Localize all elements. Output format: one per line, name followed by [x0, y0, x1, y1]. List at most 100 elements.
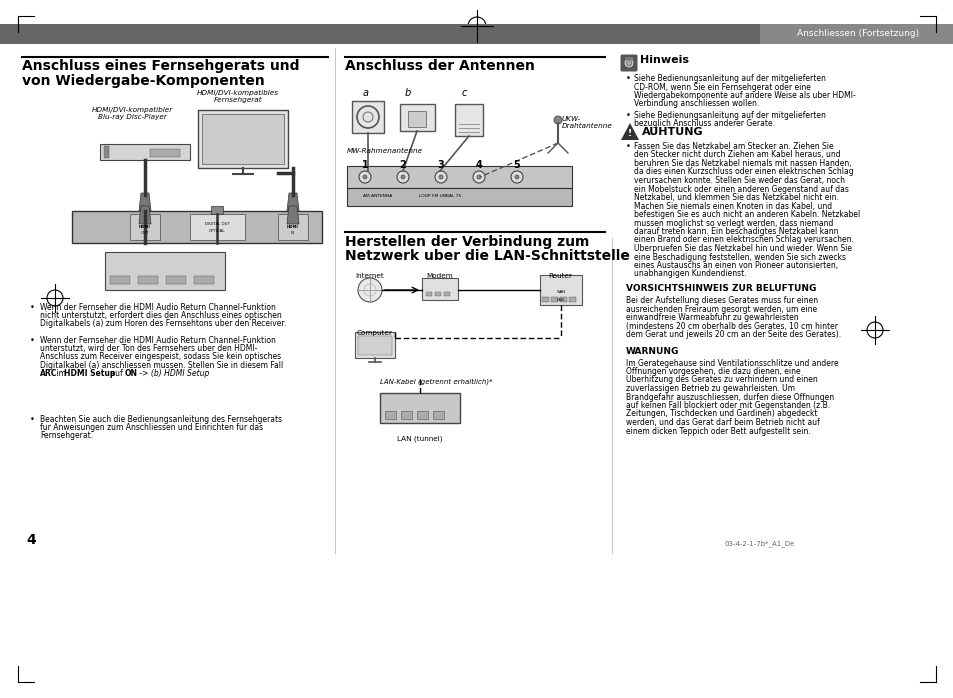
Text: 2: 2 — [399, 160, 406, 170]
Text: auf keinen Fall blockiert oder mit Gegenstanden (z.B.: auf keinen Fall blockiert oder mit Gegen… — [625, 401, 829, 410]
Text: DIGITAL OUT: DIGITAL OUT — [204, 222, 230, 226]
Text: Anschluss der Antennen: Anschluss der Antennen — [345, 59, 535, 73]
Text: werden, und das Gerat darf beim Betrieb nicht auf: werden, und das Gerat darf beim Betrieb … — [625, 418, 819, 427]
Text: MW-Rahmenantenne: MW-Rahmenantenne — [347, 148, 423, 154]
Text: auf: auf — [108, 369, 125, 378]
Polygon shape — [287, 206, 298, 224]
Text: •: • — [30, 336, 35, 345]
Polygon shape — [139, 206, 151, 224]
Circle shape — [400, 175, 405, 179]
Text: ON: ON — [125, 369, 138, 378]
Text: im: im — [54, 369, 69, 378]
Text: eine Beschadigung feststellen, wenden Sie sich zwecks: eine Beschadigung feststellen, wenden Si… — [634, 253, 845, 262]
Text: VORSICHTSHINWEIS ZUR BELUFTUNG: VORSICHTSHINWEIS ZUR BELUFTUNG — [625, 284, 816, 293]
Bar — [624, 57, 633, 60]
Text: Anschliessen (Fortsetzung): Anschliessen (Fortsetzung) — [796, 29, 918, 38]
Bar — [760, 24, 953, 44]
Bar — [559, 297, 566, 302]
Circle shape — [554, 116, 561, 124]
Text: IN: IN — [291, 231, 294, 235]
Circle shape — [624, 59, 633, 67]
Bar — [568, 297, 576, 302]
Text: Siehe Bedienungsanleitung auf der mitgelieferten: Siehe Bedienungsanleitung auf der mitgel… — [634, 111, 825, 120]
Text: HDMI: HDMI — [287, 225, 298, 229]
Text: Brandgefahr auszuschliessen, durfen diese Offnungen: Brandgefahr auszuschliessen, durfen dies… — [625, 392, 833, 401]
Bar — [455, 104, 482, 136]
Text: •: • — [625, 142, 630, 151]
Bar — [193, 276, 213, 284]
Text: Netzkabel, und klemmen Sie das Netzkabel nicht ein.: Netzkabel, und klemmen Sie das Netzkabel… — [634, 193, 838, 202]
Bar — [385, 411, 395, 419]
Text: Siehe Bedienungsanleitung auf der mitgelieferten: Siehe Bedienungsanleitung auf der mitgel… — [634, 74, 825, 83]
Text: Anschluss zum Receiver eingespeist, sodass Sie kein optisches: Anschluss zum Receiver eingespeist, soda… — [40, 352, 281, 362]
Bar — [110, 276, 130, 284]
Text: Wenn der Fernseher die HDMI Audio Return Channel-Funktion: Wenn der Fernseher die HDMI Audio Return… — [40, 336, 275, 345]
Text: Herstellen der Verbindung zum: Herstellen der Verbindung zum — [345, 235, 589, 249]
Text: Netzwerk uber die LAN-Schnittstelle: Netzwerk uber die LAN-Schnittstelle — [345, 249, 629, 263]
Text: Im Gerategehause sind Ventilationsschlitze und andere: Im Gerategehause sind Ventilationsschlit… — [625, 359, 838, 368]
Circle shape — [363, 175, 367, 179]
Bar — [100, 144, 190, 160]
Text: WAN: WAN — [556, 290, 565, 294]
Text: von Wiedergabe-Komponenten: von Wiedergabe-Komponenten — [22, 74, 265, 88]
Text: ein Mobelstuck oder einen anderen Gegenstand auf das: ein Mobelstuck oder einen anderen Gegens… — [634, 184, 848, 193]
Text: Fernsehgerat: Fernsehgerat — [213, 97, 262, 103]
Text: UKW-: UKW- — [561, 116, 580, 122]
Text: 03-4-2-1-7b*_A1_De: 03-4-2-1-7b*_A1_De — [724, 540, 794, 547]
Bar — [277, 214, 308, 240]
Text: 1: 1 — [361, 160, 368, 170]
Text: HDMI Setup: HDMI Setup — [64, 369, 115, 378]
Bar — [421, 278, 457, 300]
Bar — [399, 104, 435, 131]
Text: •: • — [625, 74, 630, 83]
Text: OUT: OUT — [141, 231, 149, 235]
Circle shape — [358, 171, 371, 183]
Text: 4: 4 — [476, 160, 482, 170]
Bar — [347, 166, 572, 188]
FancyBboxPatch shape — [619, 54, 637, 71]
Polygon shape — [287, 193, 298, 211]
Text: HDMI/DVI-kompatibles: HDMI/DVI-kompatibles — [196, 90, 278, 96]
Text: Internet: Internet — [355, 273, 384, 279]
Text: Anschluss eines Fernsehgerats und: Anschluss eines Fernsehgerats und — [22, 59, 299, 73]
Text: (mindestens 20 cm oberhalb des Gerates, 10 cm hinter: (mindestens 20 cm oberhalb des Gerates, … — [625, 322, 837, 330]
Text: a: a — [363, 88, 369, 98]
Circle shape — [473, 171, 484, 183]
Bar — [105, 252, 225, 290]
Bar — [443, 292, 450, 296]
Text: c: c — [461, 88, 467, 98]
Text: CD-ROM, wenn Sie ein Fernsehgerat oder eine: CD-ROM, wenn Sie ein Fernsehgerat oder e… — [634, 82, 810, 91]
Text: Wiedergabekomponente auf andere Weise als uber HDMI-: Wiedergabekomponente auf andere Weise al… — [634, 91, 855, 100]
Text: 3: 3 — [437, 160, 444, 170]
Text: Wenn der Fernseher die HDMI Audio Return Channel-Funktion: Wenn der Fernseher die HDMI Audio Return… — [40, 303, 275, 312]
Bar — [190, 214, 245, 240]
Text: •: • — [625, 111, 630, 120]
Bar — [138, 276, 158, 284]
Text: Verbindung anschliessen wollen.: Verbindung anschliessen wollen. — [634, 100, 759, 108]
Text: LAN: LAN — [557, 298, 564, 302]
Bar — [541, 297, 548, 302]
Text: Modem: Modem — [426, 273, 453, 279]
Circle shape — [438, 175, 442, 179]
Text: befestigen Sie es auch nicht an anderen Kabeln. Netzkabel: befestigen Sie es auch nicht an anderen … — [634, 210, 860, 219]
Text: Machen Sie niemals einen Knoten in das Kabel, und: Machen Sie niemals einen Knoten in das K… — [634, 202, 831, 211]
Text: 5: 5 — [513, 160, 519, 170]
Bar — [416, 411, 428, 419]
Text: bezuglich Anschluss anderer Gerate.: bezuglich Anschluss anderer Gerate. — [634, 119, 774, 128]
Bar — [166, 276, 186, 284]
Polygon shape — [620, 123, 639, 140]
Text: Computer: Computer — [356, 330, 393, 336]
Bar — [211, 206, 223, 214]
Bar — [379, 393, 459, 423]
Text: WARNUNG: WARNUNG — [625, 346, 679, 355]
Bar — [426, 292, 432, 296]
Circle shape — [476, 175, 480, 179]
Bar — [198, 110, 288, 168]
Text: Hinweis: Hinweis — [639, 55, 688, 65]
Text: fur Anweisungen zum Anschliessen und Einrichten fur das: fur Anweisungen zum Anschliessen und Ein… — [40, 423, 263, 432]
Bar — [130, 214, 160, 240]
Bar — [539, 275, 581, 305]
Text: AUHTUNG: AUHTUNG — [641, 127, 703, 137]
Text: unterstutzt, wird der Ton des Fernsehers uber den HDMI-: unterstutzt, wird der Ton des Fernsehers… — [40, 344, 257, 353]
Circle shape — [396, 171, 409, 183]
